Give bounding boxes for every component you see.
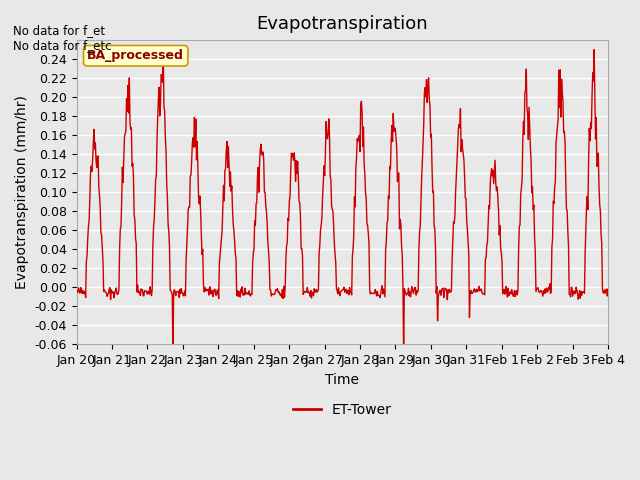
Title: Evapotranspiration: Evapotranspiration	[257, 15, 428, 33]
Y-axis label: Evapotranspiration (mm/hr): Evapotranspiration (mm/hr)	[15, 96, 29, 289]
Text: BA_processed: BA_processed	[87, 49, 184, 62]
Legend: ET-Tower: ET-Tower	[287, 397, 397, 423]
X-axis label: Time: Time	[325, 373, 359, 387]
Text: No data for f_et
No data for f_etc: No data for f_et No data for f_etc	[13, 24, 111, 52]
